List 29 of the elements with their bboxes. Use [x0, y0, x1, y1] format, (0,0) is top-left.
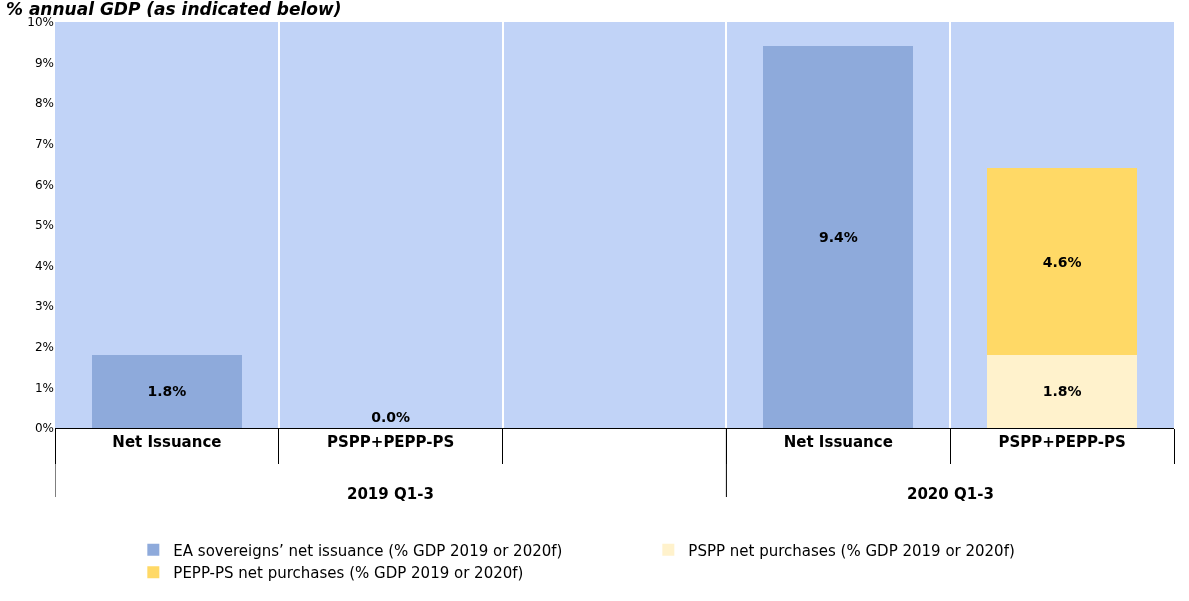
bar — [91, 354, 242, 428]
y-tick-label: 6% — [34, 177, 54, 192]
bar — [987, 168, 1138, 355]
text: 2019 Q1-3 — [347, 485, 434, 503]
y-tick-label: 4% — [34, 258, 54, 273]
legend-label: PEPP-PS net purchases (% GDP 2019 or 2020f) — [173, 564, 524, 583]
legend-label: PSPP net purchases (% GDP 2019 or 2020f) — [688, 541, 1015, 560]
data-label: 9.4% — [818, 229, 858, 246]
y-tick-label: 5% — [34, 218, 54, 233]
y-tick-label: 0% — [34, 421, 54, 436]
data-label: 1.8% — [147, 383, 187, 400]
bar — [987, 354, 1138, 428]
y-tick-label: 8% — [34, 96, 54, 111]
data-label: 4.6% — [1042, 253, 1082, 270]
x-tick-label: PSPP+PEPP-PS — [327, 433, 455, 451]
y-tick-label: 2% — [34, 340, 54, 354]
y-tick-label: 9% — [34, 55, 54, 70]
bar — [763, 46, 914, 428]
y-tick-label: 7% — [34, 137, 54, 151]
x-tick-label: PSPP+PEPP-PS — [998, 433, 1126, 451]
data-label: 0.0% — [371, 409, 411, 425]
y-tick-label: 1% — [34, 380, 54, 395]
y-tick-label: 3% — [34, 299, 54, 314]
y-tick-label: 10% — [27, 15, 54, 30]
x-tick-label: Net Issuance — [112, 433, 222, 451]
text: 2020 Q1-3 — [907, 485, 994, 503]
legend-label: EA sovereigns’ net issuance (% GDP 2019 or 2020f) — [173, 541, 563, 560]
data-label: 1.8% — [1042, 383, 1082, 400]
x-tick-label: Net Issuance — [783, 433, 893, 451]
